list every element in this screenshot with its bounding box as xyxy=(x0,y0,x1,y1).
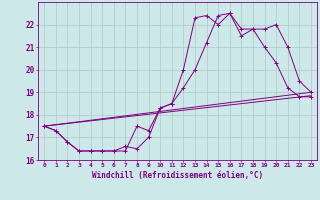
X-axis label: Windchill (Refroidissement éolien,°C): Windchill (Refroidissement éolien,°C) xyxy=(92,171,263,180)
